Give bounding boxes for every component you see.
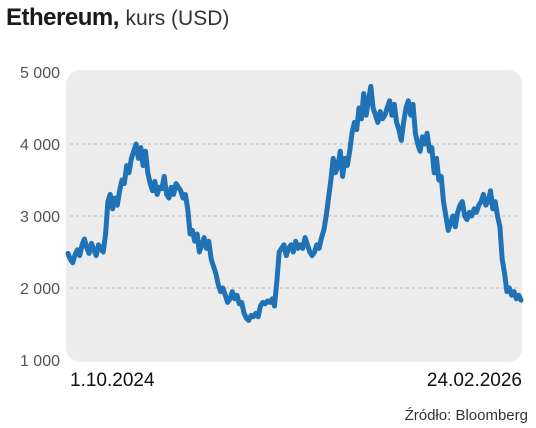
chart-title: Ethereum, kurs (USD) xyxy=(6,4,229,33)
y-tick-label: 3 000 xyxy=(20,209,60,226)
series-line-eth-price xyxy=(65,83,524,323)
chart-title-main: Ethereum, xyxy=(6,4,119,31)
y-tick-label: 1 000 xyxy=(20,353,60,370)
x-axis-end-label: 24.02.2026 xyxy=(427,370,522,391)
y-tick-label: 5 000 xyxy=(20,65,60,82)
chart-title-subtitle: kurs (USD) xyxy=(125,7,230,30)
x-axis-start-label: 1.10.2024 xyxy=(70,370,155,391)
y-tick-label: 2 000 xyxy=(20,281,60,298)
source-note: Źródło: Bloomberg xyxy=(404,407,528,424)
y-tick-label: 4 000 xyxy=(20,137,60,154)
grid-lines xyxy=(70,143,518,289)
y-axis-ticks: 1 000 2 000 3 000 4 000 5 000 xyxy=(20,65,60,370)
